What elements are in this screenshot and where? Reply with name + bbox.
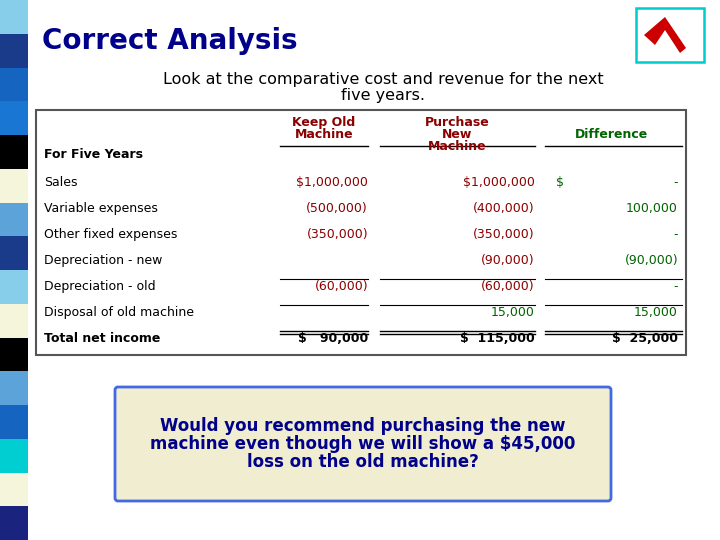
Text: Depreciation - old: Depreciation - old — [44, 280, 156, 293]
Text: For Five Years: For Five Years — [44, 148, 143, 161]
Text: Machine: Machine — [428, 140, 487, 153]
Text: $: $ — [556, 176, 564, 189]
Text: Other fixed expenses: Other fixed expenses — [44, 228, 177, 241]
Text: Look at the comparative cost and revenue for the next: Look at the comparative cost and revenue… — [163, 72, 603, 87]
Text: New: New — [442, 128, 473, 141]
Bar — [0, 303, 28, 338]
Text: $1,000,000: $1,000,000 — [296, 176, 368, 189]
Text: (90,000): (90,000) — [482, 254, 535, 267]
Text: 15,000: 15,000 — [491, 306, 535, 319]
Bar — [0, 135, 28, 168]
Text: (90,000): (90,000) — [624, 254, 678, 267]
Text: -: - — [673, 176, 678, 189]
Text: Would you recommend purchasing the new: Would you recommend purchasing the new — [161, 417, 566, 435]
Text: loss on the old machine?: loss on the old machine? — [247, 453, 479, 471]
Text: $1,000,000: $1,000,000 — [463, 176, 535, 189]
Text: Keep Old: Keep Old — [292, 116, 356, 129]
Text: (60,000): (60,000) — [482, 280, 535, 293]
Bar — [0, 0, 28, 33]
Text: Sales: Sales — [44, 176, 78, 189]
Text: (350,000): (350,000) — [307, 228, 368, 241]
Text: 100,000: 100,000 — [626, 202, 678, 215]
Bar — [0, 270, 28, 303]
Bar — [0, 338, 28, 372]
Text: Depreciation - new: Depreciation - new — [44, 254, 163, 267]
Bar — [0, 102, 28, 135]
Text: Purchase: Purchase — [425, 116, 490, 129]
Bar — [0, 507, 28, 540]
Text: (350,000): (350,000) — [473, 228, 535, 241]
Bar — [36, 110, 686, 355]
Text: -: - — [673, 280, 678, 293]
FancyBboxPatch shape — [115, 387, 611, 501]
Text: $  115,000: $ 115,000 — [460, 332, 535, 345]
Text: Machine: Machine — [294, 128, 354, 141]
Bar — [0, 438, 28, 472]
FancyBboxPatch shape — [636, 8, 704, 62]
Text: $  25,000: $ 25,000 — [612, 332, 678, 345]
Bar — [0, 472, 28, 507]
Text: $   90,000: $ 90,000 — [298, 332, 368, 345]
Text: Total net income: Total net income — [44, 332, 161, 345]
Text: machine even though we will show a $45,000: machine even though we will show a $45,0… — [150, 435, 576, 453]
Bar — [0, 202, 28, 237]
Text: Difference: Difference — [575, 128, 648, 141]
Bar — [0, 405, 28, 438]
Polygon shape — [644, 17, 686, 53]
Text: 15,000: 15,000 — [634, 306, 678, 319]
Text: (500,000): (500,000) — [306, 202, 368, 215]
Text: Disposal of old machine: Disposal of old machine — [44, 306, 194, 319]
Text: Correct Analysis: Correct Analysis — [42, 27, 297, 55]
Text: (400,000): (400,000) — [473, 202, 535, 215]
Text: -: - — [673, 228, 678, 241]
Text: (60,000): (60,000) — [315, 280, 368, 293]
Text: Variable expenses: Variable expenses — [44, 202, 158, 215]
Bar — [0, 33, 28, 68]
Bar — [0, 237, 28, 270]
Bar — [0, 68, 28, 102]
Bar — [0, 168, 28, 202]
Bar — [0, 372, 28, 405]
Text: five years.: five years. — [341, 88, 425, 103]
